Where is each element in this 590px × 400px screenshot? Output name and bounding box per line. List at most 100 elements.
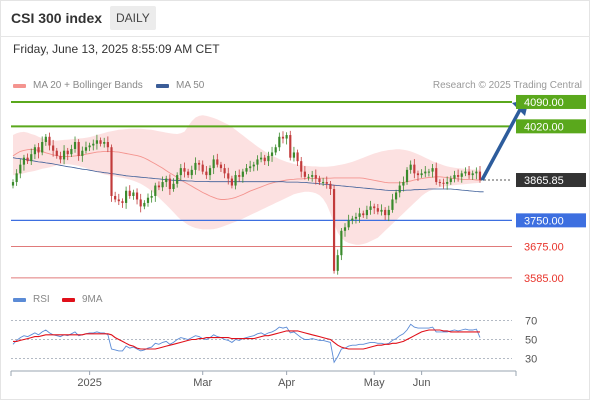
candle-body — [453, 175, 456, 179]
candle-body — [336, 255, 339, 271]
candle-body — [460, 173, 463, 177]
candle-body — [457, 175, 460, 177]
x-axis-label: Apr — [278, 377, 295, 389]
candle-body — [475, 171, 478, 174]
candle-body — [373, 206, 376, 209]
candle-body — [446, 182, 449, 184]
candle-body — [223, 168, 226, 174]
candle-body — [252, 164, 255, 167]
candle-body — [219, 164, 223, 169]
candle-body — [37, 147, 40, 153]
candle-body — [26, 157, 29, 162]
chart-title: CSI 300 index — [11, 10, 103, 26]
level-label-r1-box — [516, 119, 586, 134]
candle-body — [256, 159, 259, 165]
credit-text: Research © 2025 Trading Central — [432, 80, 582, 91]
candle-body — [384, 209, 387, 216]
candle-body — [208, 168, 212, 176]
level-label-pivot: 3750.00 — [524, 215, 564, 227]
candle-body — [245, 168, 248, 172]
level-label-r2: 4090.00 — [524, 97, 564, 109]
forecast-arrow-shaft — [480, 105, 524, 181]
candle-body — [121, 201, 124, 203]
candle-body — [424, 171, 427, 174]
candle-body — [59, 155, 62, 160]
candle-body — [194, 162, 197, 170]
candle-body — [234, 175, 237, 186]
candle-body — [340, 230, 343, 256]
timeframe-badge[interactable]: DAILY — [110, 6, 156, 30]
candle-body — [77, 142, 80, 156]
candle-body — [99, 140, 102, 144]
candle-body — [431, 168, 434, 172]
candle-body — [205, 171, 208, 176]
candle-body — [44, 136, 47, 143]
candle-body — [161, 182, 164, 188]
candle-body — [405, 169, 409, 183]
ma20-legend-label: MA 20 + Bollinger Bands — [33, 80, 143, 91]
candle-body — [114, 195, 117, 200]
candle-body — [197, 162, 201, 165]
candle-body — [449, 178, 452, 183]
candle-body — [435, 168, 438, 183]
candle-body — [427, 171, 431, 173]
rsi-9ma-line — [13, 329, 480, 350]
level-label-last: 3865.85 — [524, 175, 564, 187]
candle-body — [66, 150, 69, 155]
candle-body — [176, 175, 179, 184]
candle-body — [227, 173, 230, 179]
ma50-swatch — [156, 83, 169, 88]
candle-body — [300, 161, 303, 172]
candle-body — [259, 157, 263, 160]
x-axis-label: Jun — [413, 377, 431, 389]
candle-body — [398, 185, 401, 193]
candle-body — [52, 145, 55, 151]
candle-body — [292, 152, 296, 158]
candle-body — [62, 150, 66, 160]
rsi-tick-label: 50 — [525, 335, 537, 347]
candle-body — [278, 136, 281, 148]
candle-body — [103, 142, 106, 144]
bollinger-band — [13, 115, 480, 245]
candle-body — [110, 147, 113, 196]
rsi-swatch — [13, 297, 26, 302]
candle-body — [165, 178, 168, 183]
candles-group — [11, 130, 482, 275]
candle-body — [187, 171, 190, 176]
candle-body — [81, 150, 84, 156]
candle-body — [88, 145, 91, 148]
candle-body — [92, 143, 95, 146]
candle-body — [376, 208, 379, 212]
candle-body — [241, 171, 244, 177]
candle-body — [343, 227, 347, 231]
candle-body — [146, 197, 150, 203]
candle-body — [402, 182, 405, 186]
level-label-s2: 3585.00 — [524, 273, 564, 285]
candle-body — [263, 157, 266, 162]
candle-body — [106, 142, 109, 148]
candle-body — [318, 178, 321, 183]
candle-body — [190, 169, 193, 176]
candle-body — [143, 202, 146, 207]
candle-body — [168, 178, 171, 190]
candle-body — [354, 216, 358, 219]
candle-body — [132, 192, 135, 196]
header-bar: CSI 300 index DAILY — [0, 0, 590, 37]
candle-body — [22, 157, 26, 165]
candle-body — [11, 182, 15, 186]
x-axis-label: May — [364, 377, 385, 389]
candle-body — [365, 209, 368, 216]
candle-body — [41, 142, 44, 153]
level-label-pivot-box — [516, 213, 586, 228]
ma9-legend-label: 9MA — [82, 294, 103, 305]
candle-body — [249, 166, 252, 169]
candle-body — [30, 154, 33, 162]
candle-body — [478, 171, 482, 180]
candle-body — [464, 171, 467, 174]
candle-body — [230, 178, 234, 186]
candle-body — [332, 189, 336, 271]
candle-body — [387, 209, 390, 216]
level-label-last-box — [516, 173, 586, 188]
candle-body — [416, 173, 420, 176]
